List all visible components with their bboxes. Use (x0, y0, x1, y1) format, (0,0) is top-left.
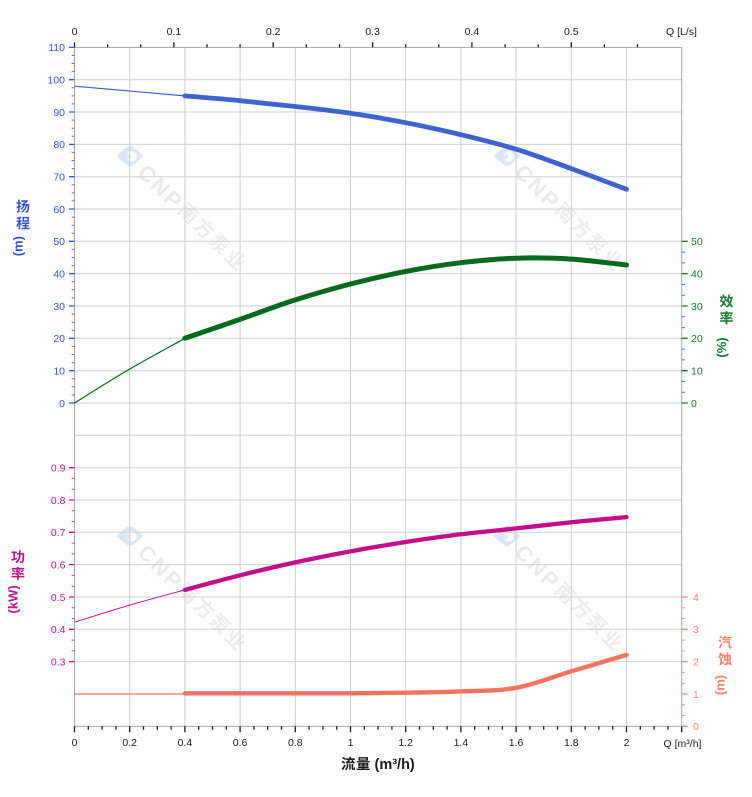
svg-text:Q [L/s]: Q [L/s] (666, 26, 697, 38)
svg-text:0.8: 0.8 (288, 737, 303, 749)
svg-text:0.7: 0.7 (51, 527, 66, 539)
svg-text:1.2: 1.2 (398, 737, 413, 749)
svg-text:(m): (m) (11, 236, 26, 256)
svg-text:4: 4 (693, 592, 699, 604)
svg-text:0: 0 (693, 721, 699, 733)
svg-text:0.6: 0.6 (233, 737, 248, 749)
svg-text:1.6: 1.6 (509, 737, 524, 749)
svg-text:3: 3 (693, 624, 699, 636)
svg-text:20: 20 (691, 333, 703, 345)
svg-text:(m³/h): (m³/h) (375, 757, 415, 773)
svg-text:0.3: 0.3 (365, 26, 380, 38)
svg-text:(%): (%) (714, 337, 729, 357)
svg-text:0.2: 0.2 (122, 737, 137, 749)
svg-text:2: 2 (693, 656, 699, 668)
svg-text:30: 30 (691, 301, 703, 313)
svg-text:0.4: 0.4 (178, 737, 193, 749)
svg-text:60: 60 (53, 204, 65, 216)
svg-text:0.5: 0.5 (564, 26, 579, 38)
svg-text:10: 10 (53, 366, 65, 378)
svg-text:70: 70 (53, 172, 65, 184)
svg-text:10: 10 (691, 366, 703, 378)
svg-text:0.9: 0.9 (51, 463, 66, 475)
svg-text:0: 0 (691, 398, 697, 410)
svg-text:0: 0 (72, 737, 78, 749)
svg-text:Q [m³/h]: Q [m³/h] (664, 738, 702, 750)
svg-text:0: 0 (72, 26, 78, 38)
svg-text:0.3: 0.3 (51, 656, 66, 668)
svg-text:0.4: 0.4 (51, 624, 66, 636)
svg-text:(m): (m) (713, 675, 728, 695)
svg-text:0.1: 0.1 (167, 26, 182, 38)
svg-text:0.4: 0.4 (465, 26, 480, 38)
svg-text:40: 40 (53, 269, 65, 281)
svg-text:90: 90 (53, 107, 65, 119)
svg-text:0.5: 0.5 (51, 592, 66, 604)
svg-text:0.6: 0.6 (51, 559, 66, 571)
svg-text:100: 100 (47, 75, 65, 87)
svg-text:1.8: 1.8 (564, 737, 579, 749)
svg-text:30: 30 (53, 301, 65, 313)
svg-text:1: 1 (693, 689, 699, 701)
svg-text:0: 0 (59, 398, 65, 410)
svg-text:2: 2 (624, 737, 630, 749)
svg-text:0.8: 0.8 (51, 495, 66, 507)
svg-text:50: 50 (691, 236, 703, 248)
svg-text:80: 80 (53, 139, 65, 151)
svg-text:20: 20 (53, 333, 65, 345)
svg-text:110: 110 (48, 42, 65, 54)
svg-text:1: 1 (348, 737, 354, 749)
svg-text:1.4: 1.4 (454, 737, 469, 749)
svg-text:50: 50 (53, 236, 65, 248)
svg-text:0.2: 0.2 (266, 26, 281, 38)
svg-text:40: 40 (691, 269, 703, 281)
svg-text:(kW): (kW) (6, 585, 21, 613)
